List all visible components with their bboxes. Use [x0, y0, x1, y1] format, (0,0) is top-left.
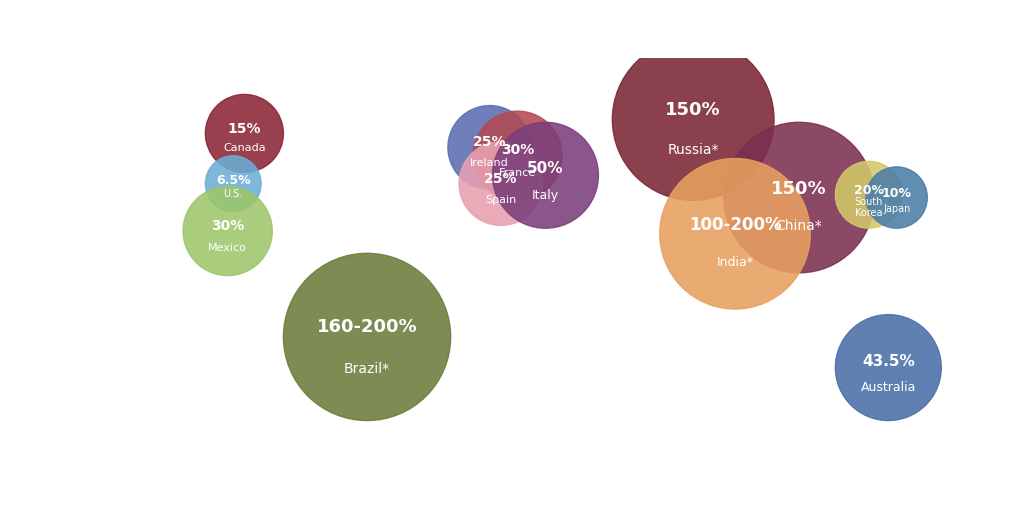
- Circle shape: [206, 94, 284, 172]
- Text: 10%: 10%: [882, 188, 911, 200]
- Text: 160-200%: 160-200%: [316, 318, 418, 336]
- Text: 50%: 50%: [527, 161, 563, 177]
- Text: China*: China*: [776, 219, 822, 233]
- Circle shape: [836, 161, 902, 228]
- Circle shape: [866, 167, 928, 228]
- Text: Italy: Italy: [531, 189, 559, 202]
- Text: South
Korea: South Korea: [855, 196, 883, 219]
- Text: 25%: 25%: [473, 135, 507, 149]
- Circle shape: [493, 122, 598, 228]
- Text: 20%: 20%: [854, 184, 884, 197]
- Text: 43.5%: 43.5%: [862, 354, 914, 369]
- Text: 150%: 150%: [666, 101, 721, 119]
- Text: India*: India*: [717, 256, 754, 269]
- Circle shape: [459, 142, 543, 225]
- Text: U.S.: U.S.: [223, 189, 243, 199]
- Text: Russia*: Russia*: [668, 143, 719, 157]
- Text: Canada: Canada: [223, 143, 265, 153]
- Text: 25%: 25%: [484, 171, 517, 185]
- Text: Spain: Spain: [485, 194, 516, 204]
- Text: 15%: 15%: [227, 122, 261, 136]
- Text: 6.5%: 6.5%: [216, 174, 251, 187]
- Text: Mexico: Mexico: [208, 243, 247, 253]
- Text: Australia: Australia: [860, 381, 916, 394]
- Text: Brazil*: Brazil*: [344, 362, 390, 376]
- Circle shape: [659, 159, 810, 309]
- Circle shape: [473, 111, 562, 200]
- Text: 100-200%: 100-200%: [689, 216, 781, 234]
- Circle shape: [183, 187, 272, 276]
- Circle shape: [612, 39, 774, 200]
- Circle shape: [284, 253, 451, 421]
- Circle shape: [447, 105, 531, 189]
- Text: 30%: 30%: [501, 144, 535, 157]
- Circle shape: [836, 314, 941, 421]
- Text: 30%: 30%: [211, 219, 245, 233]
- Text: Ireland: Ireland: [470, 158, 509, 168]
- Text: 150%: 150%: [771, 180, 827, 198]
- Text: France: France: [499, 168, 537, 178]
- Circle shape: [724, 122, 874, 273]
- Circle shape: [206, 156, 261, 212]
- Text: Japan: Japan: [883, 204, 910, 214]
